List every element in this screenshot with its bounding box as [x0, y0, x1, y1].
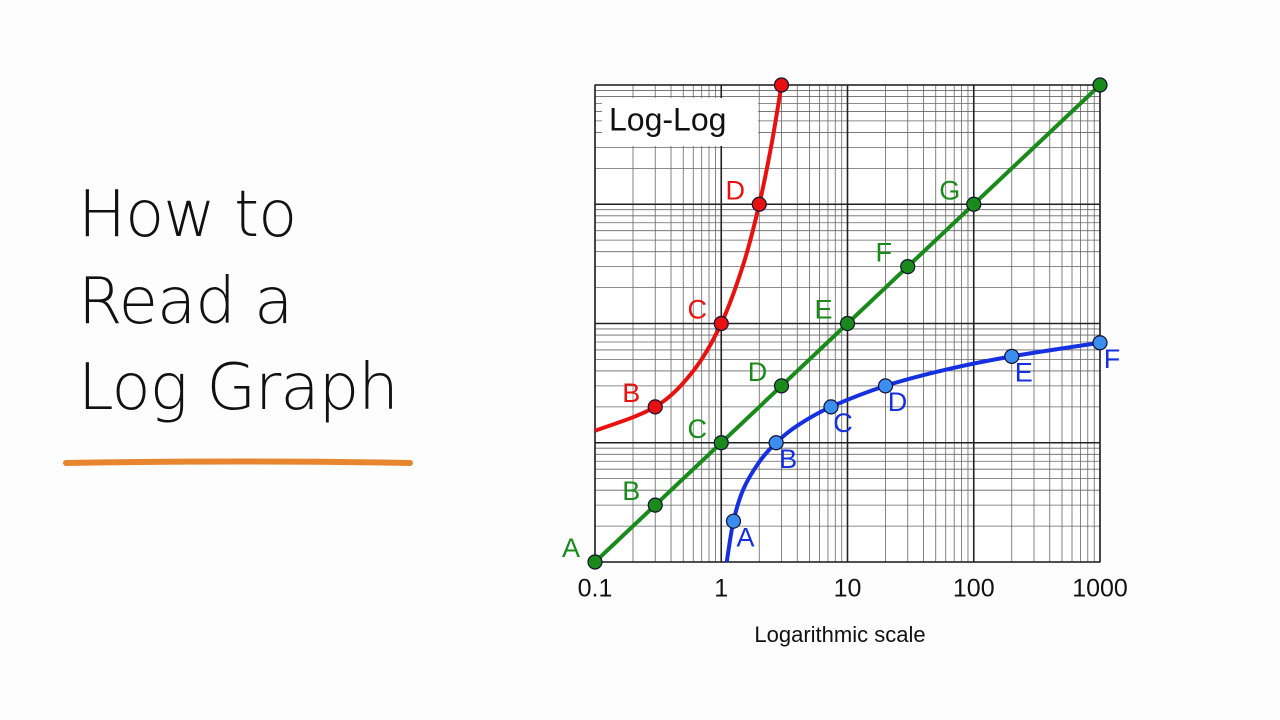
point-label: C: [833, 408, 853, 438]
data-point: [1092, 335, 1108, 351]
point-label: C: [688, 414, 708, 444]
point-label: B: [622, 476, 640, 506]
point-label: E: [814, 295, 832, 325]
point-label: A: [562, 533, 580, 563]
data-point: [966, 196, 982, 212]
data-point: [768, 435, 784, 451]
data-point: [823, 399, 839, 415]
data-point: [647, 399, 663, 415]
title-line: How to: [78, 178, 297, 252]
data-point: [751, 196, 767, 212]
data-point: [1004, 348, 1020, 364]
point-label: A: [736, 522, 754, 552]
data-point: [773, 378, 790, 394]
data-point: [713, 435, 729, 451]
x-tick-label: 0.1: [578, 575, 613, 603]
series-line: [724, 340, 1101, 563]
annotation: Log-Log: [609, 101, 726, 137]
data-point: [839, 315, 856, 332]
point-label: D: [748, 357, 768, 387]
data-point: [877, 378, 894, 394]
x-tick-label: 1: [714, 575, 728, 603]
data-point: [713, 315, 729, 332]
point-label: B: [622, 378, 640, 408]
data-point: [773, 77, 790, 93]
title-line: Read a: [78, 265, 293, 339]
data-point: [900, 259, 916, 275]
x-axis-label: Logarithmic scale: [754, 622, 925, 647]
point-label: E: [1015, 358, 1033, 388]
point-label: F: [1104, 344, 1121, 374]
underline: [63, 458, 413, 466]
title-line: Log Graph: [78, 351, 399, 425]
data-point: [587, 554, 603, 570]
point-label: D: [726, 175, 746, 205]
point-label: C: [688, 295, 708, 325]
x-tick-label: 1000: [1072, 575, 1128, 603]
point-label: B: [779, 444, 797, 474]
data-point: [647, 497, 663, 513]
point-label: G: [939, 175, 960, 205]
point-label: D: [888, 387, 908, 417]
point-label: F: [875, 238, 892, 268]
data-point: [725, 513, 742, 529]
x-tick-label: 10: [834, 575, 862, 603]
x-tick-label: 100: [953, 575, 995, 603]
data-point: [1092, 77, 1108, 93]
annotation-box: [602, 98, 758, 146]
